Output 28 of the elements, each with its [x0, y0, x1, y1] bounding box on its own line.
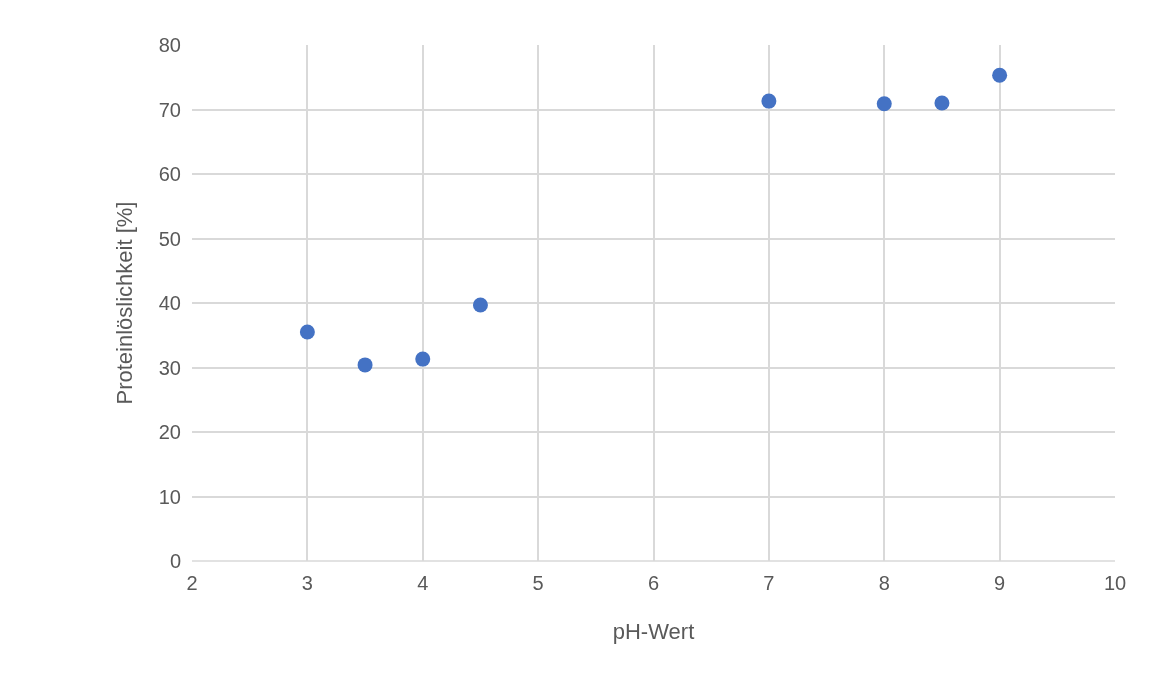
point — [357, 357, 373, 373]
y-tick-label: 30 — [158, 356, 181, 379]
point — [472, 297, 488, 313]
y-tick-label: 80 — [158, 34, 181, 56]
x-tick-label: 5 — [532, 572, 544, 594]
y-tick-label: 50 — [158, 227, 181, 250]
x-tick-label: 7 — [763, 572, 775, 594]
y-tick-label: 0 — [169, 550, 181, 572]
y-tick-label: 10 — [158, 485, 181, 508]
x-tick-label: 2 — [186, 572, 198, 594]
point — [876, 96, 892, 112]
y-tick-label: 20 — [158, 421, 181, 443]
x-tick-label: 4 — [417, 572, 429, 594]
x-tick-label: 8 — [878, 572, 890, 594]
point — [934, 95, 950, 111]
y-tick-label: 40 — [158, 292, 181, 314]
x-axis-title: pH-Wert — [612, 618, 695, 644]
y-tick-label: 70 — [158, 98, 181, 121]
x-tick-label: 6 — [647, 572, 660, 594]
x-tick-label: 9 — [994, 572, 1006, 594]
point — [761, 93, 777, 109]
point — [299, 324, 315, 340]
x-tick-label: 10 — [1103, 572, 1127, 594]
point — [415, 351, 431, 367]
y-tick-label: 60 — [158, 163, 181, 185]
x-tick-label: 3 — [301, 572, 313, 594]
y-axis-title: Proteinlöslichkeit [%] — [111, 201, 137, 405]
point — [992, 67, 1008, 83]
